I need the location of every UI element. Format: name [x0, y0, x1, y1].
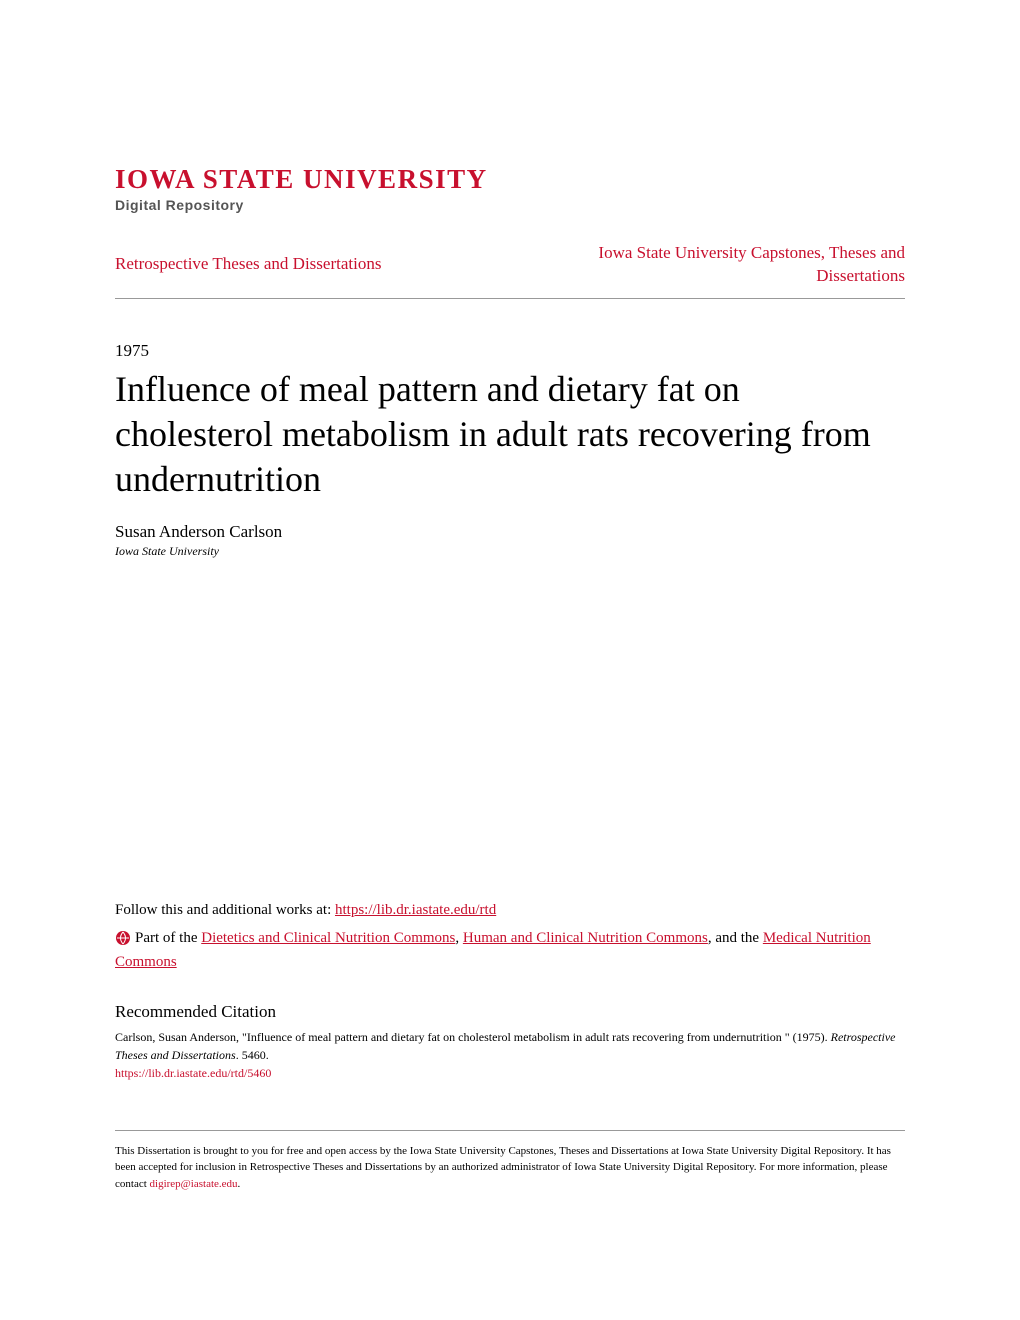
- breadcrumb-collection-link[interactable]: Retrospective Theses and Dissertations: [115, 254, 381, 274]
- footer-part2: .: [238, 1178, 241, 1190]
- footer-email-link[interactable]: digirep@iastate.edu: [150, 1178, 238, 1190]
- university-name: IOWA STATE UNIVERSITY: [115, 165, 905, 195]
- follow-section: Follow this and additional works at: htt…: [115, 899, 905, 974]
- publication-year: 1975: [115, 341, 905, 361]
- breadcrumb-row: Retrospective Theses and Dissertations I…: [115, 241, 905, 300]
- citation-heading: Recommended Citation: [115, 1002, 905, 1022]
- sep1: ,: [455, 930, 463, 946]
- footer-section: This Dissertation is brought to you for …: [115, 1130, 905, 1193]
- citation-url-link[interactable]: https://lib.dr.iastate.edu/rtd/5460: [115, 1066, 271, 1080]
- document-title: Influence of meal pattern and dietary fa…: [115, 367, 905, 502]
- part-of-line: Part of the Dietetics and Clinical Nutri…: [115, 926, 905, 974]
- commons-link-2[interactable]: Human and Clinical Nutrition Commons: [463, 930, 708, 946]
- sep2: , and the: [708, 930, 763, 946]
- follow-prefix: Follow this and additional works at:: [115, 902, 335, 918]
- citation-section: Recommended Citation Carlson, Susan Ande…: [115, 1002, 905, 1082]
- commons-link-1[interactable]: Dietetics and Clinical Nutrition Commons: [201, 930, 455, 946]
- breadcrumb-parent-link[interactable]: Iowa State University Capstones, Theses …: [565, 241, 905, 289]
- follow-line: Follow this and additional works at: htt…: [115, 899, 905, 922]
- citation-text: Carlson, Susan Anderson, "Influence of m…: [115, 1028, 905, 1064]
- network-icon: [115, 930, 131, 946]
- citation-part2: . 5460.: [236, 1048, 269, 1062]
- follow-url-link[interactable]: https://lib.dr.iastate.edu/rtd: [335, 902, 496, 918]
- university-logo-block: IOWA STATE UNIVERSITY Digital Repository: [115, 165, 905, 213]
- author-affiliation: Iowa State University: [115, 544, 905, 559]
- footer-text: This Dissertation is brought to you for …: [115, 1143, 905, 1193]
- part-of-prefix: Part of the: [135, 930, 201, 946]
- author-name: Susan Anderson Carlson: [115, 522, 905, 542]
- repository-subtitle: Digital Repository: [115, 197, 905, 213]
- citation-part1: Carlson, Susan Anderson, "Influence of m…: [115, 1030, 831, 1044]
